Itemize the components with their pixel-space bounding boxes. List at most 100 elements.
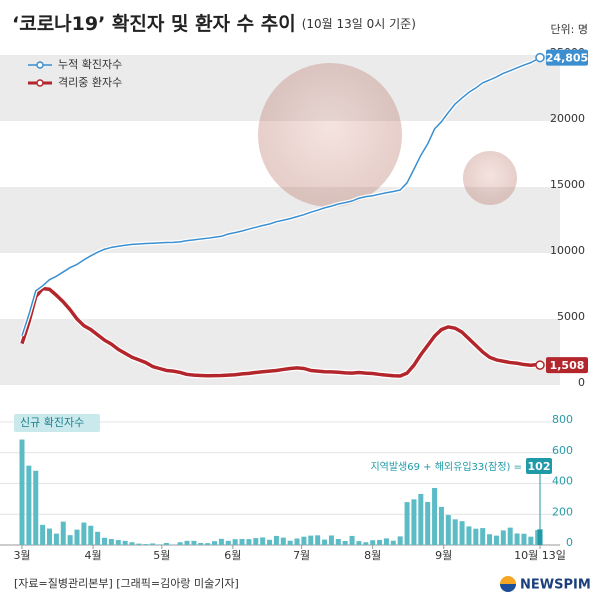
y-tick-label: 0 [566, 536, 573, 549]
bar [246, 539, 252, 545]
bar [184, 540, 190, 545]
bar [212, 541, 218, 545]
bar [480, 528, 486, 545]
line [21, 56, 541, 336]
bar [60, 521, 66, 545]
end-label-box [546, 49, 588, 66]
bar [537, 529, 543, 545]
bar [335, 539, 341, 545]
x-tick-label: 7월 [293, 549, 310, 562]
bar [33, 470, 39, 545]
y-tick-label: 200 [552, 505, 573, 518]
bar [411, 499, 417, 545]
bar [88, 525, 94, 545]
bar [452, 519, 458, 545]
bar [108, 539, 114, 545]
chart-title: ‘코로나19’ 확진자 및 환자 수 추이 [12, 12, 296, 35]
x-tick-label: 6월 [224, 549, 241, 562]
x-tick-label: 10월 13일 [514, 548, 566, 562]
bar [273, 535, 279, 545]
bar [67, 535, 73, 545]
bar [191, 540, 197, 545]
bar [47, 528, 53, 545]
logo-icon [500, 584, 516, 592]
y-tick-label: 10000 [550, 244, 585, 257]
bar [514, 533, 520, 545]
x-tick-label: 5월 [153, 549, 170, 562]
bar [322, 539, 328, 545]
bar [260, 537, 266, 545]
title-box [14, 414, 100, 432]
y-tick-label: 0 [578, 376, 585, 389]
bar [218, 538, 224, 545]
bar [136, 543, 142, 545]
title: ‘코로나19’ 확진자 및 환자 수 추이 (10월 13일 0시 기준) [12, 12, 416, 35]
y-tick-label: 600 [552, 444, 573, 457]
bar [225, 540, 231, 545]
bar [445, 515, 451, 545]
bar [294, 538, 300, 545]
legend-label: 격리중 환자수 [58, 76, 122, 89]
bar [26, 465, 32, 545]
legend-marker [36, 79, 44, 87]
source: [자료=질병관리본부] [그래픽=김아랑 미술기자] [14, 577, 239, 590]
bar [521, 533, 527, 545]
bar [177, 542, 183, 545]
bar [404, 502, 410, 545]
bar [356, 541, 362, 545]
x-tick-label: 3월 [13, 549, 30, 562]
annotation: 지역발생69 + 해외유입33(잠정) = [370, 460, 522, 473]
bar [239, 539, 245, 545]
bar [95, 531, 101, 545]
bar [150, 543, 156, 545]
bar [370, 540, 376, 545]
bar [349, 535, 355, 545]
bar [205, 543, 211, 545]
bar [74, 529, 80, 545]
bar [253, 538, 259, 545]
bar [418, 493, 424, 545]
logo: NEWSPIM [520, 578, 591, 593]
chart-title: 신규 확진자수 [20, 416, 84, 429]
virus-decoration [258, 63, 402, 207]
bar [377, 539, 383, 545]
bar [397, 536, 403, 545]
x-tick-label: 4월 [84, 549, 101, 562]
bar [383, 538, 389, 545]
bar [301, 536, 307, 545]
bar [466, 526, 472, 545]
legend-label: 누적 확진자수 [58, 58, 122, 71]
bar [390, 540, 396, 545]
line [20, 286, 541, 378]
bar [143, 544, 149, 545]
bar [267, 539, 273, 545]
bar [342, 541, 348, 545]
value-label: 102 [528, 460, 551, 473]
bar [280, 537, 286, 545]
virus-decoration [463, 151, 517, 205]
bar [493, 535, 499, 545]
bar [308, 535, 314, 545]
y-tick-label: 15000 [550, 178, 585, 191]
bar [459, 521, 465, 545]
y-tick-label: 800 [552, 413, 573, 426]
bar [507, 527, 513, 545]
bar [115, 540, 121, 545]
end-marker [535, 52, 545, 63]
bar [129, 542, 135, 545]
bar [438, 506, 444, 545]
bar [232, 539, 238, 545]
bar [328, 535, 334, 545]
bar [53, 533, 59, 545]
bar [122, 540, 128, 545]
y-tick-label: 5000 [557, 310, 585, 323]
bar [287, 540, 293, 545]
end-label-box [546, 357, 588, 374]
legend-marker [36, 61, 44, 69]
end-label: 24,805 [546, 52, 588, 65]
bar [473, 528, 479, 545]
x-tick-label: 9월 [435, 549, 452, 562]
bar [432, 487, 438, 545]
subtitle: (10월 13일 0시 기준) [302, 17, 416, 31]
